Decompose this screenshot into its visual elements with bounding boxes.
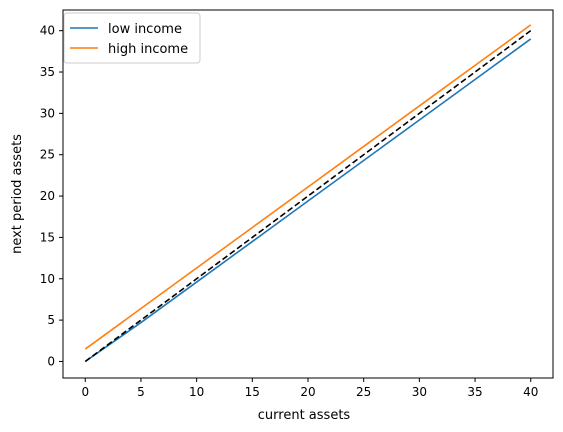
x-tick-label: 15 <box>245 385 260 399</box>
y-tick-label: 20 <box>40 189 55 203</box>
y-axis-label: next period assets <box>10 134 25 254</box>
x-tick-label: 0 <box>81 385 89 399</box>
y-axis-ticks: 0 5 10 15 20 25 30 35 40 <box>40 24 63 368</box>
legend-label-high-income: high income <box>108 42 188 57</box>
y-tick-label: 30 <box>40 106 55 120</box>
x-tick-label: 25 <box>356 385 371 399</box>
x-tick-label: 30 <box>412 385 427 399</box>
y-tick-label: 10 <box>40 272 55 286</box>
x-tick-label: 35 <box>467 385 482 399</box>
x-axis-label: current assets <box>258 408 351 423</box>
x-axis-ticks: 0 5 10 15 20 25 30 35 40 <box>81 378 538 399</box>
series-line-low-income <box>84 38 532 363</box>
x-tick-label: 10 <box>189 385 204 399</box>
series-line-high-income <box>84 24 532 350</box>
legend-box <box>63 12 201 64</box>
y-tick-label: 40 <box>40 24 55 38</box>
legend: low income high income <box>63 12 201 64</box>
y-tick-label: 25 <box>40 148 55 162</box>
x-tick-label: 40 <box>523 385 538 399</box>
series-layer <box>84 24 532 363</box>
y-tick-label: 0 <box>47 354 55 368</box>
x-tick-label: 5 <box>137 385 145 399</box>
legend-label-low-income: low income <box>108 22 182 37</box>
y-tick-label: 5 <box>47 313 55 327</box>
x-tick-label: 20 <box>300 385 315 399</box>
y-tick-label: 15 <box>40 230 55 244</box>
y-tick-label: 35 <box>40 65 55 79</box>
series-line-reference-2 <box>84 30 532 363</box>
